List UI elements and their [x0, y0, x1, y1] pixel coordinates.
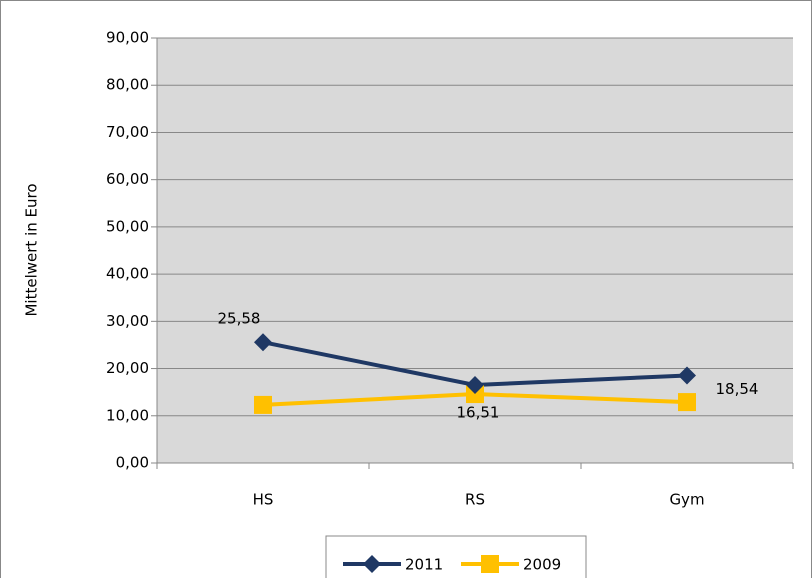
- y-tick-label: 60,00: [106, 170, 149, 188]
- data-point: [466, 376, 484, 395]
- y-tick-label: 80,00: [106, 76, 149, 94]
- y-tick-label: 50,00: [106, 217, 149, 235]
- y-tick-label: 90,00: [106, 29, 149, 47]
- data-point: [466, 385, 484, 404]
- y-tick-label: 30,00: [106, 312, 149, 330]
- legend-label: 2011: [405, 556, 443, 574]
- x-tick-label: RS: [465, 491, 485, 509]
- legend-box: [325, 535, 587, 578]
- data-label: 16,51: [457, 404, 500, 422]
- y-tick-label: 70,00: [106, 123, 149, 141]
- legend-marker: [481, 555, 499, 573]
- legend-label: 2009: [523, 556, 561, 574]
- y-tick-label: 40,00: [106, 265, 149, 283]
- y-axis-label: Mittelwert in Euro: [23, 183, 41, 316]
- legend-marker: [363, 555, 381, 573]
- data-point: [678, 366, 696, 385]
- x-tick-label: Gym: [669, 491, 704, 509]
- y-tick-label: 10,00: [106, 406, 149, 424]
- data-point: [254, 333, 272, 352]
- data-point: [254, 395, 272, 414]
- data-label: 25,58: [218, 310, 261, 328]
- data-point: [678, 393, 696, 412]
- y-tick-label: 20,00: [106, 359, 149, 377]
- x-tick-label: HS: [253, 491, 274, 509]
- y-tick-label: 0,00: [116, 454, 149, 472]
- data-label: 18,54: [716, 380, 759, 398]
